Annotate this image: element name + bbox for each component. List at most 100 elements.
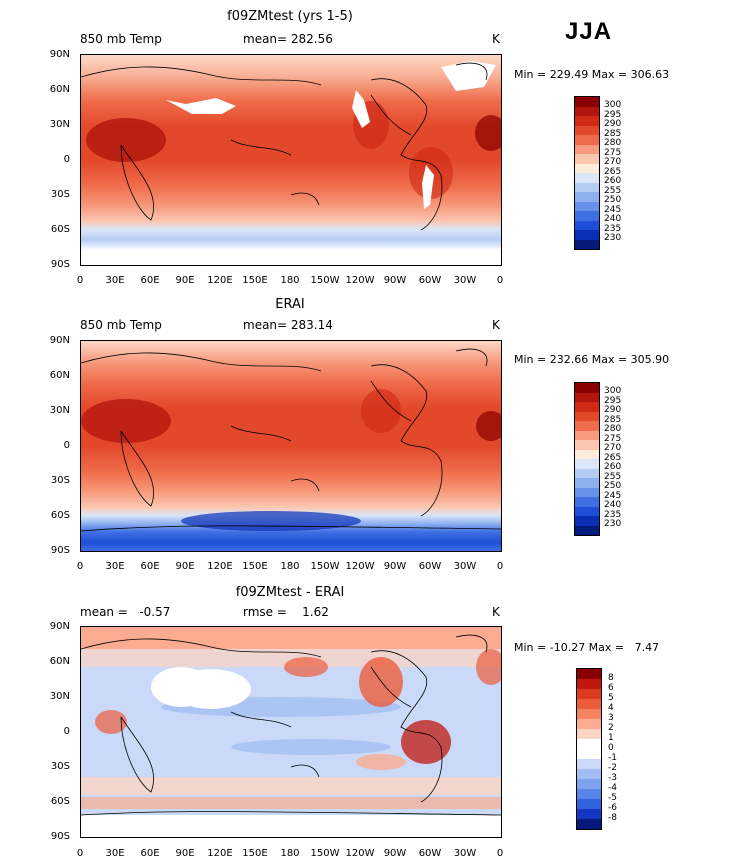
panel-2-lat-label: 0 <box>63 440 70 451</box>
panel-1-variable: 850 mb Temp <box>80 32 162 46</box>
panel-1-lat-label: 60S <box>50 224 70 235</box>
panel-2-lon-label: 90E <box>175 561 195 572</box>
panel-3-map <box>80 626 502 838</box>
panel-2-lon-label: 30W <box>453 561 477 572</box>
panel-3-lat-label: 60S <box>50 796 70 807</box>
panel-2-lon-label: 120E <box>207 561 233 572</box>
panel-1-lon-label: 60W <box>418 275 442 286</box>
panel-1-map <box>80 54 502 266</box>
panel-2-lon-label: 60W <box>418 561 442 572</box>
panel-3-colorbar-label: 6 <box>608 683 614 693</box>
panel-3-lat-label: 60N <box>49 656 70 667</box>
panel-1-colorbar-label: 270 <box>604 157 622 167</box>
panel-1-title: f09ZMtest (yrs 1-5) <box>227 9 353 24</box>
panel-3-title: f09ZMtest - ERAI <box>235 585 345 600</box>
panel-2-colorbar-label: 235 <box>604 510 622 520</box>
panel-3-colorbar-label: -5 <box>608 793 617 803</box>
panel-2-lon-label: 0 <box>496 561 504 572</box>
panel-3-lon-label: 120E <box>207 848 233 859</box>
panel-1-lon-label: 150W <box>310 275 340 286</box>
panel-3-lon-label: 90W <box>383 848 407 859</box>
panel-1-lat-label: 0 <box>63 154 70 165</box>
panel-2-lat-label: 30N <box>49 405 70 416</box>
panel-1-lon-label: 0 <box>496 275 504 286</box>
panel-3-colorbar-label: -1 <box>608 753 617 763</box>
panel-3-colorbar-label: -6 <box>608 803 617 813</box>
panel-2-lon-label: 120W <box>345 561 375 572</box>
panel-3-colorbar-label: 3 <box>608 713 614 723</box>
panel-1-lon-label: 90E <box>175 275 195 286</box>
panel-2-lon-label: 0 <box>76 561 84 572</box>
panel-3-colorbar <box>576 668 602 830</box>
panel-1-colorbar-label: 260 <box>604 176 622 186</box>
panel-3-colorbar-label: 0 <box>608 743 614 753</box>
panel-3-colorbar-label: -4 <box>608 783 617 793</box>
panel-2-lat-label: 90S <box>50 545 70 556</box>
panel-3-lat-label: 90N <box>49 621 70 632</box>
panel-2-colorbar-label: 255 <box>604 472 622 482</box>
panel-1-colorbar-label: 255 <box>604 186 622 196</box>
panel-3-lon-label: 150W <box>310 848 340 859</box>
panel-3-colorbar-label: -8 <box>608 813 617 823</box>
panel-1-units: K <box>492 32 500 46</box>
panel-2-lon-label: 150W <box>310 561 340 572</box>
panel-1-colorbar-label: 285 <box>604 129 622 139</box>
panel-3-units: K <box>492 605 500 619</box>
panel-3-mean: mean = -0.57 <box>80 605 171 619</box>
panel-2-lon-label: 150E <box>242 561 268 572</box>
panel-3-lon-label: 120W <box>345 848 375 859</box>
panel-3-lon-label: 60E <box>140 848 160 859</box>
season-label: JJA <box>565 18 613 45</box>
panel-3-colorbar-label: 4 <box>608 703 614 713</box>
panel-1-lon-label: 150E <box>242 275 268 286</box>
panel-2-colorbar-label: 240 <box>604 500 622 510</box>
panel-3-lat-label: 30N <box>49 691 70 702</box>
panel-3-lon-label: 0 <box>76 848 84 859</box>
panel-2-lon-label: 90W <box>383 561 407 572</box>
panel-2-lat-label: 60S <box>50 510 70 521</box>
panel-3-lon-label: 150E <box>242 848 268 859</box>
panel-3-minmax: Min = -10.27 Max = 7.47 <box>514 641 660 654</box>
panel-2-mean: mean= 283.14 <box>243 318 333 332</box>
panel-1-lon-label: 180 <box>280 275 300 286</box>
panel-3-colorbar-label: -2 <box>608 763 617 773</box>
panel-1-colorbar-label: 265 <box>604 167 622 177</box>
panel-2-colorbar-label: 295 <box>604 396 622 406</box>
panel-2-lat-label: 90N <box>49 335 70 346</box>
panel-2-lon-label: 60E <box>140 561 160 572</box>
panel-2-colorbar-label: 250 <box>604 481 622 491</box>
panel-2-units: K <box>492 318 500 332</box>
panel-3-lat-label: 0 <box>63 726 70 737</box>
panel-1-lat-label: 90N <box>49 49 70 60</box>
panel-1-lon-label: 30W <box>453 275 477 286</box>
panel-2-minmax: Min = 232.66 Max = 305.90 <box>514 353 670 366</box>
panel-1-lat-label: 30N <box>49 119 70 130</box>
panel-2-colorbar-label: 260 <box>604 462 622 472</box>
panel-3-lon-label: 60W <box>418 848 442 859</box>
panel-2-colorbar <box>574 382 600 536</box>
panel-3-rmse: rmse = 1.62 <box>243 605 329 619</box>
panel-1-colorbar-label: 295 <box>604 110 622 120</box>
panel-2-colorbar-label: 300 <box>604 386 622 396</box>
panel-1-lat-label: 60N <box>49 84 70 95</box>
panel-1-lon-label: 120W <box>345 275 375 286</box>
panel-2-colorbar-label: 270 <box>604 443 622 453</box>
panel-1-colorbar-label: 240 <box>604 214 622 224</box>
panel-1-colorbar-label: 250 <box>604 195 622 205</box>
panel-1-lat-label: 90S <box>50 259 70 270</box>
panel-2-map <box>80 340 502 552</box>
panel-3-lat-label: 30S <box>50 761 70 772</box>
panel-2-lat-label: 60N <box>49 370 70 381</box>
panel-3-colorbar-label: 1 <box>608 733 614 743</box>
panel-2-title: ERAI <box>275 297 305 312</box>
panel-1-lat-label: 30S <box>50 189 70 200</box>
panel-1-lon-label: 60E <box>140 275 160 286</box>
panel-1-colorbar-label: 235 <box>604 224 622 234</box>
panel-3-lon-label: 0 <box>496 848 504 859</box>
panel-3-colorbar-label: 5 <box>608 693 614 703</box>
panel-2-lon-label: 180 <box>280 561 300 572</box>
panel-2-lat-label: 30S <box>50 475 70 486</box>
panel-2-colorbar-label: 230 <box>604 519 622 529</box>
panel-1-colorbar <box>574 96 600 250</box>
panel-3-lon-label: 30E <box>105 848 125 859</box>
